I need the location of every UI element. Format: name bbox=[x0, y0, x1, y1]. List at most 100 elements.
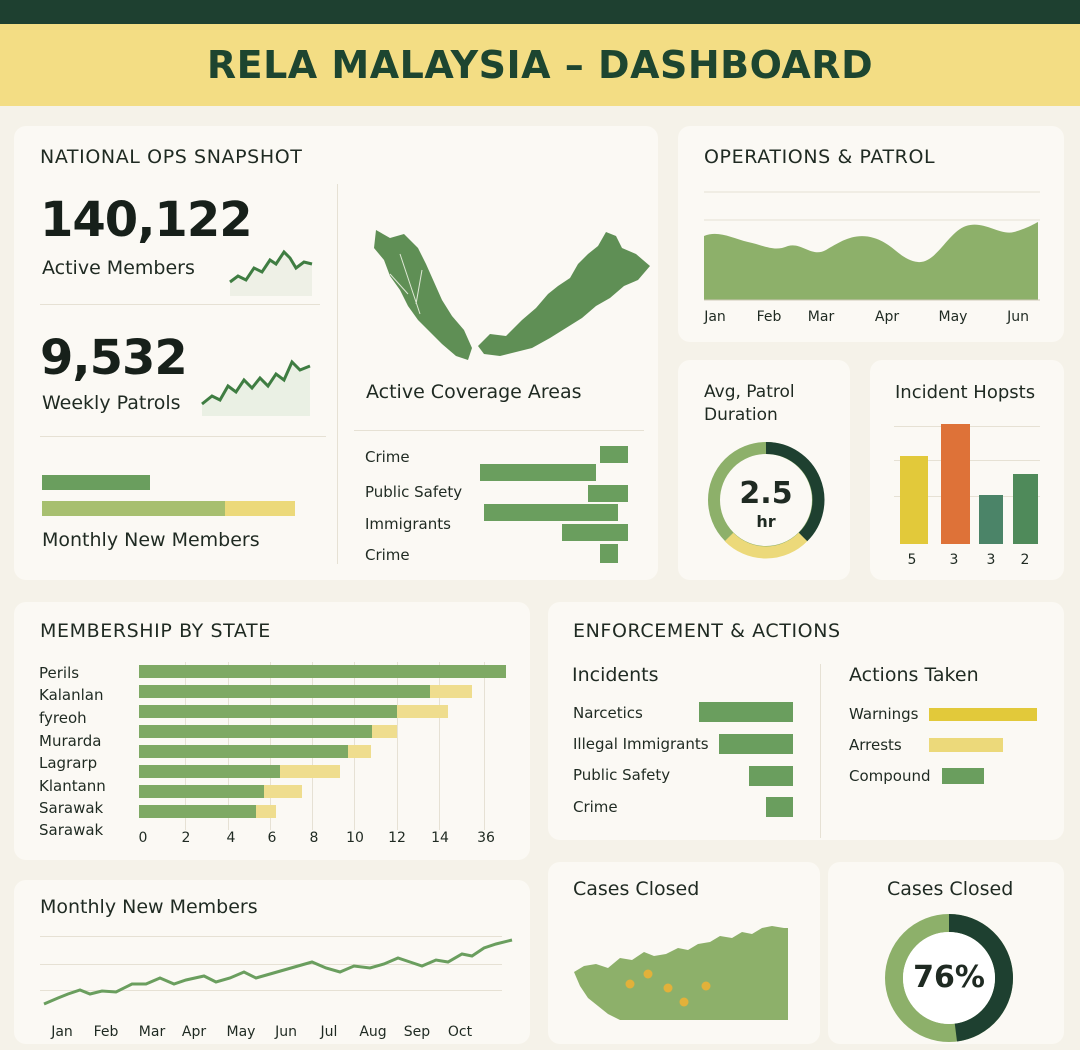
weekly-patrols-label: Weekly Patrols bbox=[42, 392, 181, 414]
cases-closed-donut bbox=[885, 914, 1013, 1042]
hotspot-label-2: 3 bbox=[949, 552, 959, 568]
state-tick-10: 10 bbox=[346, 830, 364, 846]
action-bar-compound bbox=[942, 768, 984, 784]
state-bar-4 bbox=[139, 725, 372, 738]
monthly-bar-mixed-green bbox=[42, 501, 225, 516]
state-bar-7-extra bbox=[264, 785, 302, 798]
top-strip bbox=[0, 0, 1080, 24]
enforcement-divider bbox=[820, 664, 821, 838]
incident-label-immigrants: Illegal Immigrants bbox=[573, 735, 709, 753]
action-label-arrests: Arrests bbox=[849, 736, 902, 754]
patrol-duration-title-2: Duration bbox=[704, 405, 778, 425]
patrol-duration-unit: hr bbox=[756, 512, 776, 531]
monthly-new-members-line bbox=[43, 938, 513, 1006]
ops-month-mar: Mar bbox=[807, 309, 835, 325]
state-tick-2: 2 bbox=[181, 830, 191, 846]
monthly-new-members-card: Monthly New Members Jan Feb Mar Apr May … bbox=[14, 880, 530, 1044]
malaysia-map bbox=[374, 230, 650, 360]
page-title: RELA MALAYSIA – DASHBOARD bbox=[206, 43, 874, 87]
state-tick-8: 8 bbox=[309, 830, 319, 846]
cases-closed-map-title: Cases Closed bbox=[573, 878, 700, 900]
patrol-duration-title-1: Avg, Patrol bbox=[704, 382, 795, 402]
monthly-month-jun: Jun bbox=[275, 1024, 297, 1040]
monthly-month-oct: Oct bbox=[447, 1024, 473, 1040]
hotspot-bar-2 bbox=[941, 424, 970, 544]
incident-label-public-safety: Public Safety bbox=[573, 766, 671, 784]
state-bar-8-extra bbox=[256, 805, 276, 818]
hotspots-title: Incident Hopsts bbox=[895, 382, 1036, 403]
state-label-3: fyreoh bbox=[39, 709, 87, 727]
state-bar-5-extra bbox=[348, 745, 371, 758]
cases-closed-value: 76% bbox=[913, 960, 985, 995]
state-bar-6-extra bbox=[280, 765, 340, 778]
monthly-month-apr: Apr bbox=[181, 1024, 207, 1040]
monthly-bar-green bbox=[42, 475, 150, 490]
action-bar-arrests bbox=[929, 738, 1003, 752]
coverage-bar-crime-long bbox=[480, 464, 596, 481]
state-grid-8 bbox=[484, 662, 485, 830]
coverage-bar-crime bbox=[600, 446, 628, 463]
incident-hotspots-card: Incident Hopsts 5 3 3 2 bbox=[870, 360, 1064, 580]
cases-closed-card: Cases Closed 76% bbox=[828, 862, 1064, 1044]
state-tick-36: 36 bbox=[477, 830, 495, 846]
monthly-month-sep: Sep bbox=[403, 1024, 431, 1040]
state-tick-0: 0 bbox=[138, 830, 148, 846]
ops-month-feb: Feb bbox=[756, 309, 782, 325]
state-tick-12: 12 bbox=[388, 830, 406, 846]
state-bar-2 bbox=[139, 685, 430, 698]
monthly-month-feb: Feb bbox=[93, 1024, 119, 1040]
state-bar-4-extra bbox=[372, 725, 397, 738]
header-banner: RELA MALAYSIA – DASHBOARD bbox=[0, 24, 1080, 106]
active-members-label: Active Members bbox=[42, 257, 195, 279]
monthly-month-jul: Jul bbox=[320, 1024, 338, 1040]
state-label-1: Perils bbox=[39, 664, 80, 682]
cases-closed-title: Cases Closed bbox=[887, 878, 1014, 900]
coverage-bar-public-safety bbox=[588, 485, 628, 502]
state-bar-1 bbox=[139, 665, 506, 678]
incident-label-crime: Crime bbox=[573, 798, 618, 816]
operations-patrol-card: OPERATIONS & PATROL Jan Feb Mar Apr May … bbox=[678, 126, 1064, 342]
national-ops-card: NATIONAL OPS SNAPSHOT 140,122 Active Mem… bbox=[14, 126, 658, 580]
coverage-bar-immigrants bbox=[484, 504, 618, 521]
enforcement-title: ENFORCEMENT & ACTIONS bbox=[573, 620, 841, 642]
coverage-label-immigrants: Immigrants bbox=[365, 515, 451, 533]
state-tick-4: 4 bbox=[226, 830, 236, 846]
hotspot-label-4: 2 bbox=[1020, 552, 1030, 568]
weekly-patrols-value: 9,532 bbox=[40, 330, 188, 386]
monthly-month-jan: Jan bbox=[51, 1024, 73, 1040]
monthly-grid-3 bbox=[40, 990, 502, 991]
hotspot-bar-1 bbox=[900, 456, 928, 544]
active-members-value: 140,122 bbox=[40, 192, 253, 248]
ops-month-may: May bbox=[938, 309, 968, 325]
state-grid-6 bbox=[397, 662, 398, 830]
state-tick-6: 6 bbox=[267, 830, 277, 846]
state-label-7: Sarawak bbox=[39, 799, 104, 817]
state-grid-7 bbox=[439, 662, 440, 830]
ops-month-jan: Jan bbox=[704, 309, 726, 325]
ops-month-apr: Apr bbox=[874, 309, 900, 325]
state-bar-8 bbox=[139, 805, 256, 818]
state-label-4: Murarda bbox=[39, 732, 102, 750]
membership-by-state-card: MEMBERSHIP BY STATE Perils Kalanlan fyre… bbox=[14, 602, 530, 860]
coverage-label-crime-2: Crime bbox=[365, 546, 410, 564]
state-label-8: Sarawak bbox=[39, 821, 104, 839]
actions-title: Actions Taken bbox=[849, 664, 979, 686]
incident-label-narcotics: Narcetics bbox=[573, 704, 643, 722]
state-bar-2-extra bbox=[430, 685, 472, 698]
snapshot-divider-2 bbox=[40, 436, 326, 437]
membership-title: MEMBERSHIP BY STATE bbox=[40, 620, 271, 642]
incident-bar-narcotics bbox=[699, 702, 793, 722]
monthly-month-may: May bbox=[226, 1024, 256, 1040]
operations-title: OPERATIONS & PATROL bbox=[704, 146, 936, 168]
state-bar-7 bbox=[139, 785, 264, 798]
snapshot-title: NATIONAL OPS SNAPSHOT bbox=[40, 146, 303, 168]
monthly-grid-2 bbox=[40, 964, 502, 965]
action-bar-warnings bbox=[929, 708, 1037, 721]
monthly-new-members-label: Monthly New Members bbox=[42, 529, 260, 551]
coverage-divider bbox=[354, 430, 644, 431]
monthly-grid-1 bbox=[40, 936, 502, 937]
incident-bar-crime bbox=[766, 797, 793, 817]
incidents-title: Incidents bbox=[572, 664, 659, 686]
coverage-bar-crime-2 bbox=[600, 544, 618, 563]
ops-month-jun: Jun bbox=[1007, 309, 1029, 325]
